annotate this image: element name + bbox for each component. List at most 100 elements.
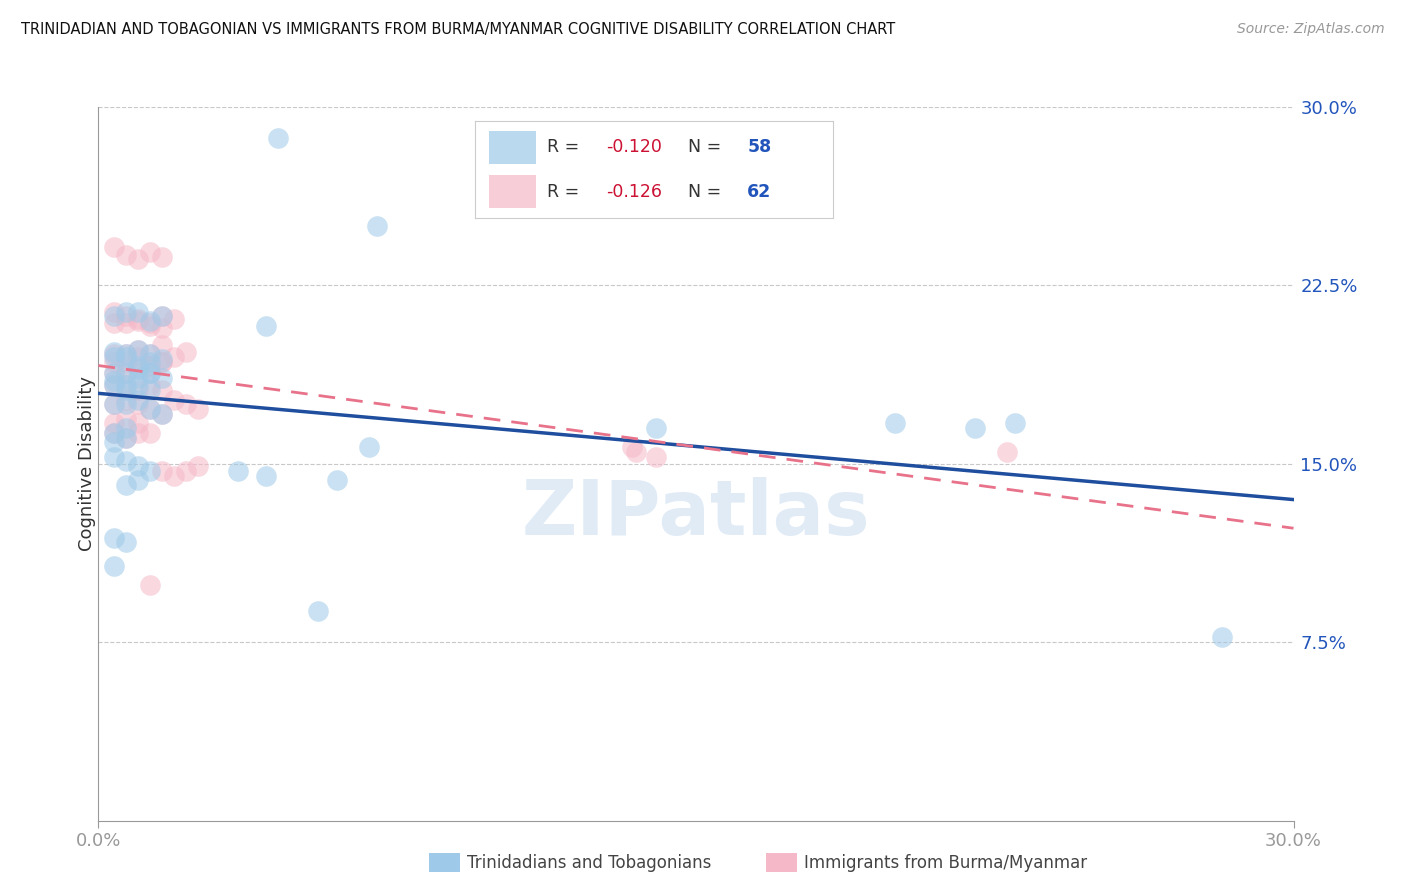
Point xyxy=(884,417,907,431)
Point xyxy=(127,361,149,376)
Point xyxy=(115,310,138,324)
Point xyxy=(139,245,162,260)
Point xyxy=(127,304,149,318)
Point xyxy=(254,468,277,483)
Point xyxy=(115,247,138,261)
Point xyxy=(103,374,125,388)
Point xyxy=(127,397,149,411)
Point xyxy=(115,454,138,468)
Point xyxy=(103,435,125,450)
Point xyxy=(127,459,149,474)
Point xyxy=(139,383,162,397)
Point xyxy=(127,371,149,385)
Point xyxy=(139,314,162,328)
Point xyxy=(139,402,162,417)
Point xyxy=(187,459,209,474)
Point xyxy=(127,314,149,328)
Point xyxy=(307,604,329,618)
Point xyxy=(254,318,277,333)
Point xyxy=(163,311,186,326)
Point xyxy=(115,535,138,549)
Point xyxy=(150,321,173,335)
Point xyxy=(163,350,186,364)
Point xyxy=(1004,417,1026,431)
Point xyxy=(963,421,986,435)
Point xyxy=(103,347,125,361)
Point xyxy=(115,367,138,381)
Point xyxy=(139,464,162,478)
Point xyxy=(139,318,162,333)
Point xyxy=(115,383,138,397)
Text: ZIPatlas: ZIPatlas xyxy=(522,477,870,550)
Point xyxy=(127,350,149,364)
Point xyxy=(127,474,149,488)
Point xyxy=(150,407,173,421)
Point xyxy=(621,440,644,454)
Point xyxy=(103,317,125,331)
Point xyxy=(150,383,173,397)
Point xyxy=(139,354,162,368)
Point xyxy=(326,474,349,488)
Point xyxy=(150,407,173,421)
Point xyxy=(115,354,138,368)
Point xyxy=(127,417,149,431)
Point xyxy=(127,425,149,440)
Point xyxy=(150,250,173,264)
Point xyxy=(150,464,173,478)
Text: Immigrants from Burma/Myanmar: Immigrants from Burma/Myanmar xyxy=(804,854,1087,871)
Point xyxy=(139,378,162,392)
Point xyxy=(115,378,138,392)
Point xyxy=(139,359,162,374)
Point xyxy=(103,417,125,431)
Point xyxy=(115,347,138,361)
Point xyxy=(103,367,125,381)
Point xyxy=(127,392,149,407)
Point xyxy=(115,367,138,381)
Point xyxy=(103,310,125,324)
Point xyxy=(139,402,162,417)
Point xyxy=(150,310,173,324)
Point xyxy=(115,304,138,318)
Point xyxy=(103,367,125,381)
Point xyxy=(139,367,162,381)
Point xyxy=(267,131,290,145)
Point xyxy=(174,345,197,359)
Point xyxy=(115,378,138,392)
Text: Trinidadians and Tobagonians: Trinidadians and Tobagonians xyxy=(467,854,711,871)
Point xyxy=(127,359,149,374)
Point xyxy=(115,431,138,445)
Point xyxy=(366,219,388,233)
Point xyxy=(139,317,162,331)
Point xyxy=(115,317,138,331)
Point xyxy=(103,397,125,411)
Point xyxy=(139,578,162,592)
Point xyxy=(150,354,173,368)
Point xyxy=(187,402,209,417)
Point xyxy=(163,392,186,407)
Point xyxy=(103,345,125,359)
Point xyxy=(103,378,125,392)
Point xyxy=(115,347,138,361)
Point xyxy=(115,411,138,425)
Point xyxy=(163,468,186,483)
Point xyxy=(127,252,149,267)
Point xyxy=(995,445,1018,459)
Point xyxy=(103,397,125,411)
Point xyxy=(150,354,173,368)
Point xyxy=(139,347,162,361)
Point xyxy=(115,478,138,492)
Point xyxy=(626,445,648,459)
Point xyxy=(150,352,173,367)
Point xyxy=(645,450,668,464)
Point xyxy=(103,240,125,254)
Point xyxy=(103,354,125,368)
Point xyxy=(359,440,381,454)
Point xyxy=(150,310,173,324)
Point xyxy=(150,338,173,352)
Point xyxy=(127,343,149,357)
Text: TRINIDADIAN AND TOBAGONIAN VS IMMIGRANTS FROM BURMA/MYANMAR COGNITIVE DISABILITY: TRINIDADIAN AND TOBAGONIAN VS IMMIGRANTS… xyxy=(21,22,896,37)
Point xyxy=(127,311,149,326)
Point xyxy=(127,361,149,376)
Point xyxy=(150,371,173,385)
Point xyxy=(127,343,149,357)
